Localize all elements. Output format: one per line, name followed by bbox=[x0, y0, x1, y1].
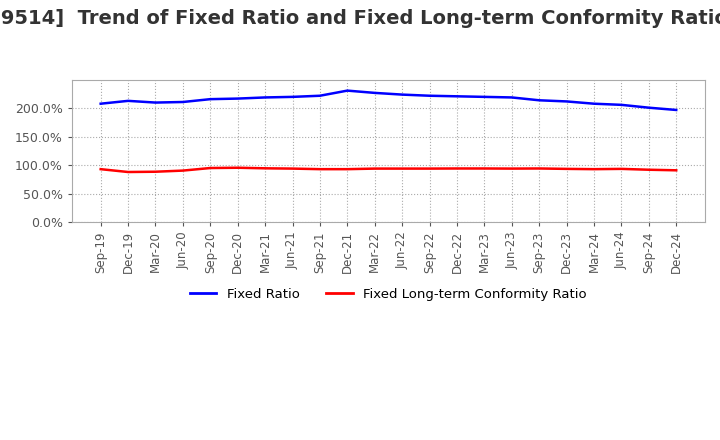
Fixed Long-term Conformity Ratio bbox=[261, 166, 269, 171]
Fixed Ratio bbox=[644, 105, 653, 110]
Fixed Long-term Conformity Ratio bbox=[206, 165, 215, 171]
Fixed Long-term Conformity Ratio bbox=[288, 166, 297, 171]
Fixed Ratio bbox=[179, 99, 187, 105]
Fixed Ratio bbox=[672, 107, 680, 113]
Fixed Ratio bbox=[508, 95, 516, 100]
Fixed Long-term Conformity Ratio bbox=[124, 169, 132, 175]
Fixed Ratio bbox=[288, 94, 297, 99]
Fixed Long-term Conformity Ratio bbox=[590, 166, 598, 172]
Fixed Ratio bbox=[343, 88, 351, 93]
Fixed Ratio bbox=[151, 100, 160, 105]
Fixed Ratio bbox=[453, 94, 462, 99]
Fixed Ratio bbox=[206, 96, 215, 102]
Fixed Long-term Conformity Ratio bbox=[672, 168, 680, 173]
Legend: Fixed Ratio, Fixed Long-term Conformity Ratio: Fixed Ratio, Fixed Long-term Conformity … bbox=[185, 283, 592, 306]
Fixed Long-term Conformity Ratio bbox=[233, 165, 242, 170]
Line: Fixed Ratio: Fixed Ratio bbox=[101, 91, 676, 110]
Fixed Long-term Conformity Ratio bbox=[343, 166, 351, 172]
Fixed Long-term Conformity Ratio bbox=[535, 166, 544, 171]
Fixed Ratio bbox=[96, 101, 105, 106]
Line: Fixed Long-term Conformity Ratio: Fixed Long-term Conformity Ratio bbox=[101, 168, 676, 172]
Fixed Ratio bbox=[535, 98, 544, 103]
Fixed Ratio bbox=[315, 93, 324, 99]
Fixed Long-term Conformity Ratio bbox=[179, 168, 187, 173]
Fixed Ratio bbox=[261, 95, 269, 100]
Fixed Ratio bbox=[398, 92, 407, 97]
Fixed Long-term Conformity Ratio bbox=[562, 166, 571, 172]
Fixed Ratio bbox=[426, 93, 434, 99]
Fixed Long-term Conformity Ratio bbox=[398, 166, 407, 171]
Fixed Long-term Conformity Ratio bbox=[96, 166, 105, 172]
Fixed Long-term Conformity Ratio bbox=[617, 166, 626, 172]
Fixed Ratio bbox=[124, 98, 132, 103]
Fixed Long-term Conformity Ratio bbox=[151, 169, 160, 174]
Fixed Ratio bbox=[562, 99, 571, 104]
Fixed Long-term Conformity Ratio bbox=[315, 166, 324, 172]
Fixed Long-term Conformity Ratio bbox=[426, 166, 434, 171]
Fixed Ratio bbox=[590, 101, 598, 106]
Fixed Ratio bbox=[370, 90, 379, 95]
Fixed Long-term Conformity Ratio bbox=[370, 166, 379, 171]
Fixed Ratio bbox=[233, 96, 242, 101]
Fixed Long-term Conformity Ratio bbox=[644, 167, 653, 172]
Text: [9514]  Trend of Fixed Ratio and Fixed Long-term Conformity Ratio: [9514] Trend of Fixed Ratio and Fixed Lo… bbox=[0, 9, 720, 28]
Fixed Long-term Conformity Ratio bbox=[508, 166, 516, 171]
Fixed Long-term Conformity Ratio bbox=[480, 166, 489, 171]
Fixed Ratio bbox=[480, 94, 489, 99]
Fixed Long-term Conformity Ratio bbox=[453, 166, 462, 171]
Fixed Ratio bbox=[617, 102, 626, 107]
